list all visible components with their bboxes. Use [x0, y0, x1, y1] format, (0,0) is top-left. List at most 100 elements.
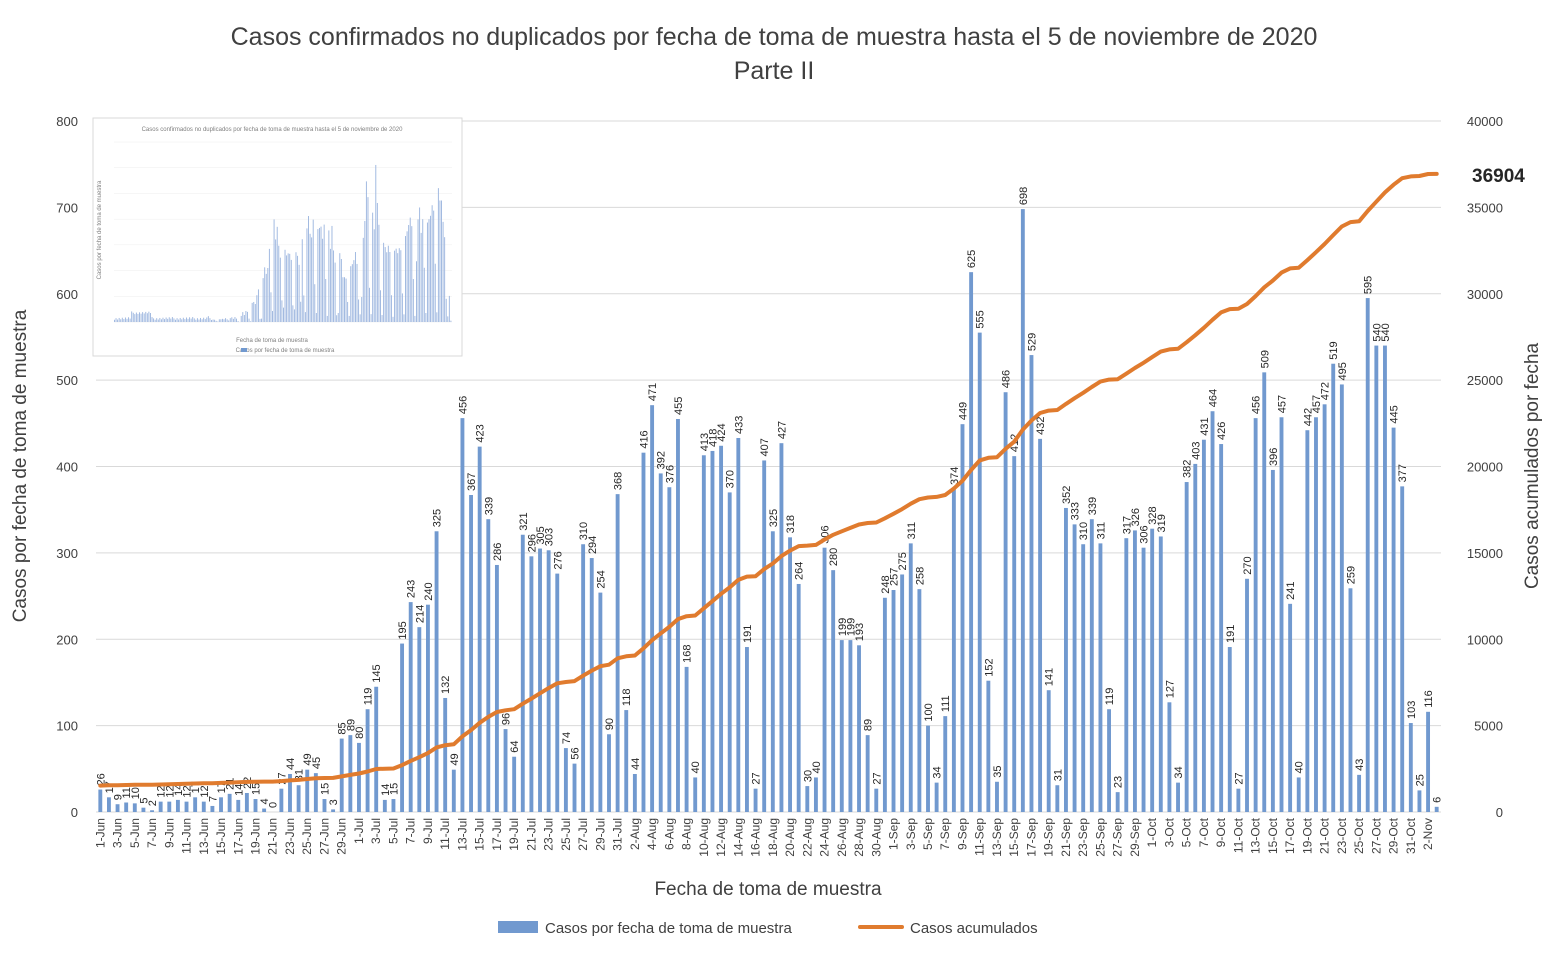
x-tick-label: 15-Jun: [214, 818, 228, 855]
bar: [1297, 777, 1301, 812]
bar: [1262, 372, 1266, 812]
bar: [667, 487, 671, 812]
bar: [435, 531, 439, 812]
x-tick-label: 15-Jul: [473, 818, 487, 851]
bar-data-label: 2: [147, 800, 159, 806]
x-tick-label: 25-Oct: [1352, 817, 1366, 854]
inset-bar: [228, 320, 229, 322]
inset-bar: [432, 205, 433, 322]
bar: [1185, 482, 1189, 812]
bar: [452, 770, 456, 812]
bar-data-label: 6: [1432, 797, 1444, 803]
inset-bar: [325, 279, 326, 322]
x-tick-label: 29-Jul: [593, 818, 607, 851]
x-tick-label: 25-Jul: [559, 818, 573, 851]
bar-data-label: 325: [432, 509, 444, 527]
y-right-tick-label: 10000: [1467, 632, 1503, 647]
inset-bar: [447, 316, 448, 322]
x-tick-label: 5-Oct: [1180, 817, 1194, 847]
y-left-tick-label: 300: [56, 546, 78, 561]
bar: [1202, 440, 1206, 812]
inset-bar: [419, 207, 420, 322]
bar: [1159, 536, 1163, 812]
bar: [1150, 529, 1154, 812]
inset-bar: [416, 261, 417, 322]
bar: [374, 687, 378, 812]
inset-bar: [355, 252, 356, 322]
bar-data-label: 455: [673, 397, 685, 415]
inset-bar: [263, 278, 264, 322]
bar: [659, 473, 663, 812]
bar: [1418, 790, 1422, 812]
bar: [1236, 789, 1240, 812]
bar: [245, 793, 249, 812]
x-tick-label: 19-Jun: [249, 818, 263, 855]
y-left-tick-label: 800: [56, 114, 78, 129]
bar-data-label: 625: [966, 250, 978, 268]
inset-bar: [205, 319, 206, 322]
inset-bar: [385, 247, 386, 322]
inset-bar: [430, 216, 431, 322]
bar-data-label: 40: [690, 761, 702, 773]
inset-bar: [156, 318, 157, 322]
inset-bar: [253, 302, 254, 322]
bar: [745, 647, 749, 812]
bar: [943, 716, 947, 812]
x-tick-label: 1-Oct: [1145, 817, 1159, 847]
inset-bar: [200, 318, 201, 322]
inset-bar: [209, 318, 210, 322]
inset-bar: [181, 319, 182, 322]
bar: [840, 640, 844, 812]
bar: [236, 800, 240, 812]
bar: [1349, 588, 1353, 812]
inset-bar: [382, 315, 383, 322]
bar-data-label: 276: [552, 551, 564, 569]
inset-bar: [225, 318, 226, 322]
bar-data-label: 132: [440, 676, 452, 694]
inset-bar: [264, 267, 265, 322]
bar-data-label: 427: [776, 421, 788, 439]
bar-data-label: 471: [647, 383, 659, 401]
inset-bar: [366, 181, 367, 322]
bar-data-label: 259: [1345, 566, 1357, 584]
bar: [1081, 544, 1085, 812]
bar: [547, 550, 551, 812]
y-right-tick-label: 5000: [1474, 719, 1503, 734]
x-tick-label: 11-Oct: [1231, 817, 1245, 853]
inset-bar: [286, 255, 287, 322]
x-tick-label: 3-Jul: [369, 818, 383, 844]
inset-bar: [244, 315, 245, 322]
x-tick-label: 1-Sep: [887, 818, 901, 850]
inset-bar: [288, 253, 289, 322]
x-tick-label: 5-Jun: [128, 818, 142, 848]
inset-bar: [380, 290, 381, 322]
bar: [331, 809, 335, 812]
y-axis-left-title: Casos por fecha de toma de muestra: [10, 309, 31, 622]
inset-bar: [391, 295, 392, 322]
x-tick-label: 6-Aug: [662, 818, 676, 850]
x-tick-label: 17-Sep: [1024, 818, 1038, 857]
x-tick-label: 9-Sep: [955, 818, 969, 850]
inset-bar: [429, 219, 430, 322]
bar-data-label: 270: [1242, 556, 1254, 574]
x-tick-label: 21-Jun: [266, 818, 280, 855]
x-tick-label: 31-Jul: [611, 818, 625, 851]
bar: [607, 734, 611, 812]
bar: [521, 535, 525, 812]
bar: [262, 809, 266, 812]
x-tick-label: 31-Oct: [1404, 817, 1418, 854]
bar-data-label: 118: [621, 689, 633, 707]
bar-data-label: 45: [311, 757, 323, 769]
chart-subtitle: Parte II: [734, 57, 815, 85]
inset-bar: [194, 318, 195, 322]
inset-bar: [361, 297, 362, 322]
bar-data-label: 15: [388, 783, 400, 795]
x-tick-label: 7-Jun: [145, 818, 159, 848]
inset-bar: [267, 268, 268, 322]
bar-data-label: 456: [457, 396, 469, 414]
bar: [1409, 723, 1413, 812]
inset-bar: [332, 226, 333, 322]
x-tick-label: 7-Sep: [938, 818, 952, 850]
bar-data-label: 370: [725, 470, 737, 488]
